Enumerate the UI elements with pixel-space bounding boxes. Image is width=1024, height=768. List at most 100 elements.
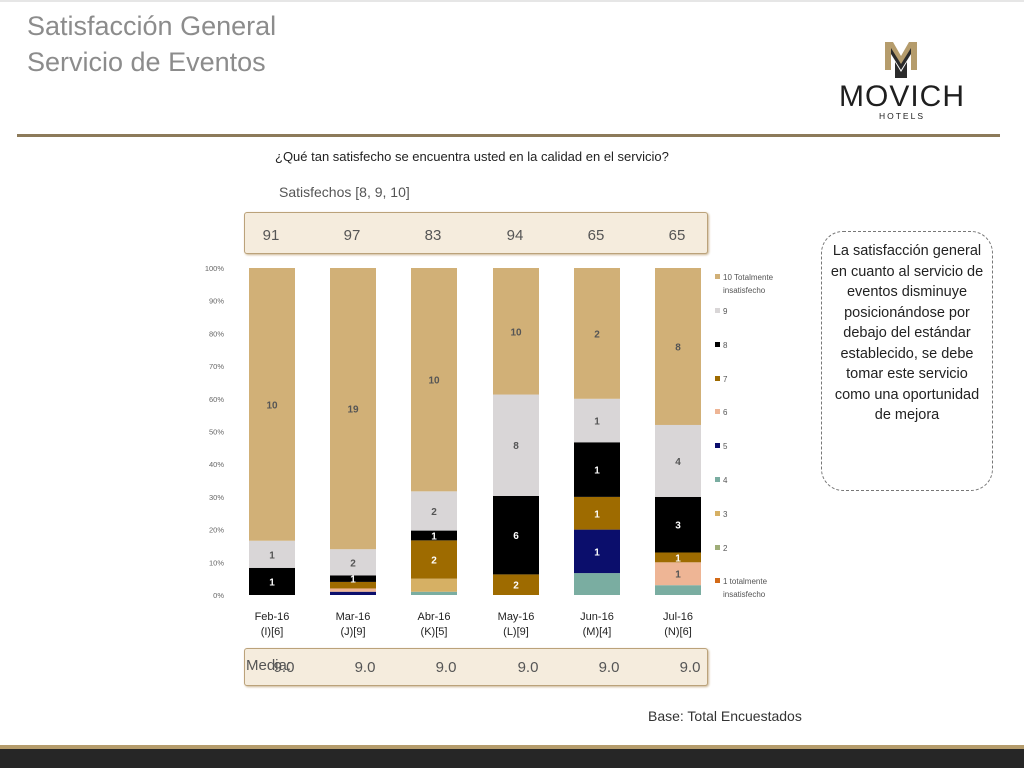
category-label: Jun-16 bbox=[580, 611, 614, 623]
y-tick-label: 50% bbox=[209, 428, 224, 437]
legend-label: 6 bbox=[723, 408, 728, 417]
legend-swatch bbox=[715, 342, 720, 347]
legend-label: 5 bbox=[723, 442, 728, 451]
header-rule bbox=[17, 134, 1000, 137]
category-sublabel: (N)[6] bbox=[664, 626, 692, 638]
survey-question: ¿Qué tan satisfecho se encuentra usted e… bbox=[275, 149, 669, 164]
y-tick-label: 40% bbox=[209, 460, 224, 469]
footer-stripe bbox=[0, 745, 1024, 749]
y-tick-label: 100% bbox=[205, 264, 225, 273]
bar-segment bbox=[330, 268, 376, 550]
satisfied-value: 94 bbox=[507, 227, 524, 244]
mean-value: 9.0 bbox=[274, 659, 295, 676]
legend-label: 1 totalmente bbox=[723, 577, 768, 586]
data-label: 1 bbox=[431, 531, 437, 542]
y-tick-label: 60% bbox=[209, 395, 224, 404]
category-label: May-16 bbox=[498, 611, 535, 623]
satisfied-label: Satisfechos [8, 9, 10] bbox=[279, 184, 410, 200]
legend-label-cont: insatisfecho bbox=[723, 590, 766, 599]
bar-segment bbox=[655, 585, 701, 595]
category-sublabel: (L)[9] bbox=[503, 626, 529, 638]
data-label: 1 bbox=[675, 553, 681, 564]
bar-segment bbox=[655, 496, 701, 553]
data-label: 19 bbox=[347, 405, 359, 416]
data-label: 2 bbox=[350, 558, 356, 569]
legend-label: 4 bbox=[723, 476, 728, 485]
legend-swatch bbox=[715, 545, 720, 550]
bar-segment bbox=[574, 268, 620, 399]
data-label: 4 bbox=[675, 457, 681, 468]
bar-segment bbox=[574, 398, 620, 443]
legend-label: 9 bbox=[723, 307, 728, 316]
category-sublabel: (J)[9] bbox=[340, 626, 365, 638]
data-label: 1 bbox=[269, 550, 275, 561]
legend-label: 10 Totalmente bbox=[723, 273, 774, 282]
legend-swatch bbox=[715, 443, 720, 448]
legend-label: 3 bbox=[723, 510, 728, 519]
title-line-1: Satisfacción General bbox=[27, 11, 277, 41]
bar-segment bbox=[411, 540, 457, 579]
data-label: 6 bbox=[513, 531, 519, 542]
top-border bbox=[0, 0, 1024, 2]
satisfied-value: 83 bbox=[425, 227, 442, 244]
bar-segment bbox=[493, 495, 539, 575]
satisfied-value: 97 bbox=[344, 227, 361, 244]
category-label: Abr-16 bbox=[417, 611, 450, 623]
bar-segment bbox=[249, 567, 295, 595]
mean-value: 9.0 bbox=[680, 659, 701, 676]
data-label: 10 bbox=[428, 376, 440, 387]
bar-segment bbox=[493, 268, 539, 395]
bar-segment bbox=[330, 588, 376, 592]
mean-value: 9.0 bbox=[436, 659, 457, 676]
y-tick-label: 70% bbox=[209, 362, 224, 371]
y-tick-label: 30% bbox=[209, 493, 224, 502]
data-label: 10 bbox=[510, 327, 522, 338]
bar-segment bbox=[574, 442, 620, 497]
category-sublabel: (I)[6] bbox=[261, 626, 284, 638]
legend-label: 2 bbox=[723, 544, 728, 553]
data-label: 10 bbox=[266, 400, 278, 411]
data-label: 1 bbox=[594, 547, 600, 558]
legend-swatch bbox=[715, 308, 720, 313]
satisfied-value: 65 bbox=[669, 227, 686, 244]
bar-segment bbox=[330, 549, 376, 576]
bar-segment bbox=[655, 562, 701, 586]
insight-callout: La satisfacción general en cuanto al ser… bbox=[821, 231, 993, 491]
footer-band bbox=[0, 745, 1024, 768]
legend-swatch bbox=[715, 477, 720, 482]
bar-segment bbox=[330, 581, 376, 589]
mean-value: 9.0 bbox=[355, 659, 376, 676]
legend-swatch bbox=[715, 376, 720, 381]
bar-segment bbox=[655, 268, 701, 425]
bar-segment bbox=[574, 573, 620, 595]
page-title: Satisfacción General Servicio de Eventos bbox=[27, 8, 276, 80]
bar-segment bbox=[493, 574, 539, 595]
data-label: 1 bbox=[350, 575, 356, 586]
data-label: 2 bbox=[431, 507, 437, 518]
legend-label-cont: insatisfecho bbox=[723, 286, 766, 295]
data-label: 2 bbox=[594, 329, 600, 340]
bar-segment bbox=[493, 394, 539, 496]
y-tick-label: 0% bbox=[213, 591, 224, 600]
logo-mark-icon bbox=[885, 42, 917, 78]
mean-label: Media: bbox=[246, 657, 291, 674]
category-label: Jul-16 bbox=[663, 611, 693, 623]
mean-value: 9.0 bbox=[518, 659, 539, 676]
movich-logo: MOVICH HOTELS bbox=[839, 42, 965, 121]
legend-swatch bbox=[715, 274, 720, 279]
y-tick-label: 20% bbox=[209, 526, 224, 535]
logo-name: MOVICH bbox=[839, 80, 965, 113]
legend-swatch bbox=[715, 511, 720, 516]
bar-segment bbox=[655, 424, 701, 497]
bar-segment bbox=[411, 578, 457, 592]
category-sublabel: (M)[4] bbox=[583, 626, 612, 638]
satisfied-value: 65 bbox=[588, 227, 605, 244]
legend-label: 7 bbox=[723, 375, 728, 384]
bar-segment bbox=[574, 496, 620, 530]
bar-segment bbox=[411, 530, 457, 541]
satisfied-value: 91 bbox=[263, 227, 280, 244]
data-label: 8 bbox=[675, 342, 681, 353]
satisfied-banner bbox=[244, 212, 708, 254]
bar-segment bbox=[330, 591, 376, 595]
